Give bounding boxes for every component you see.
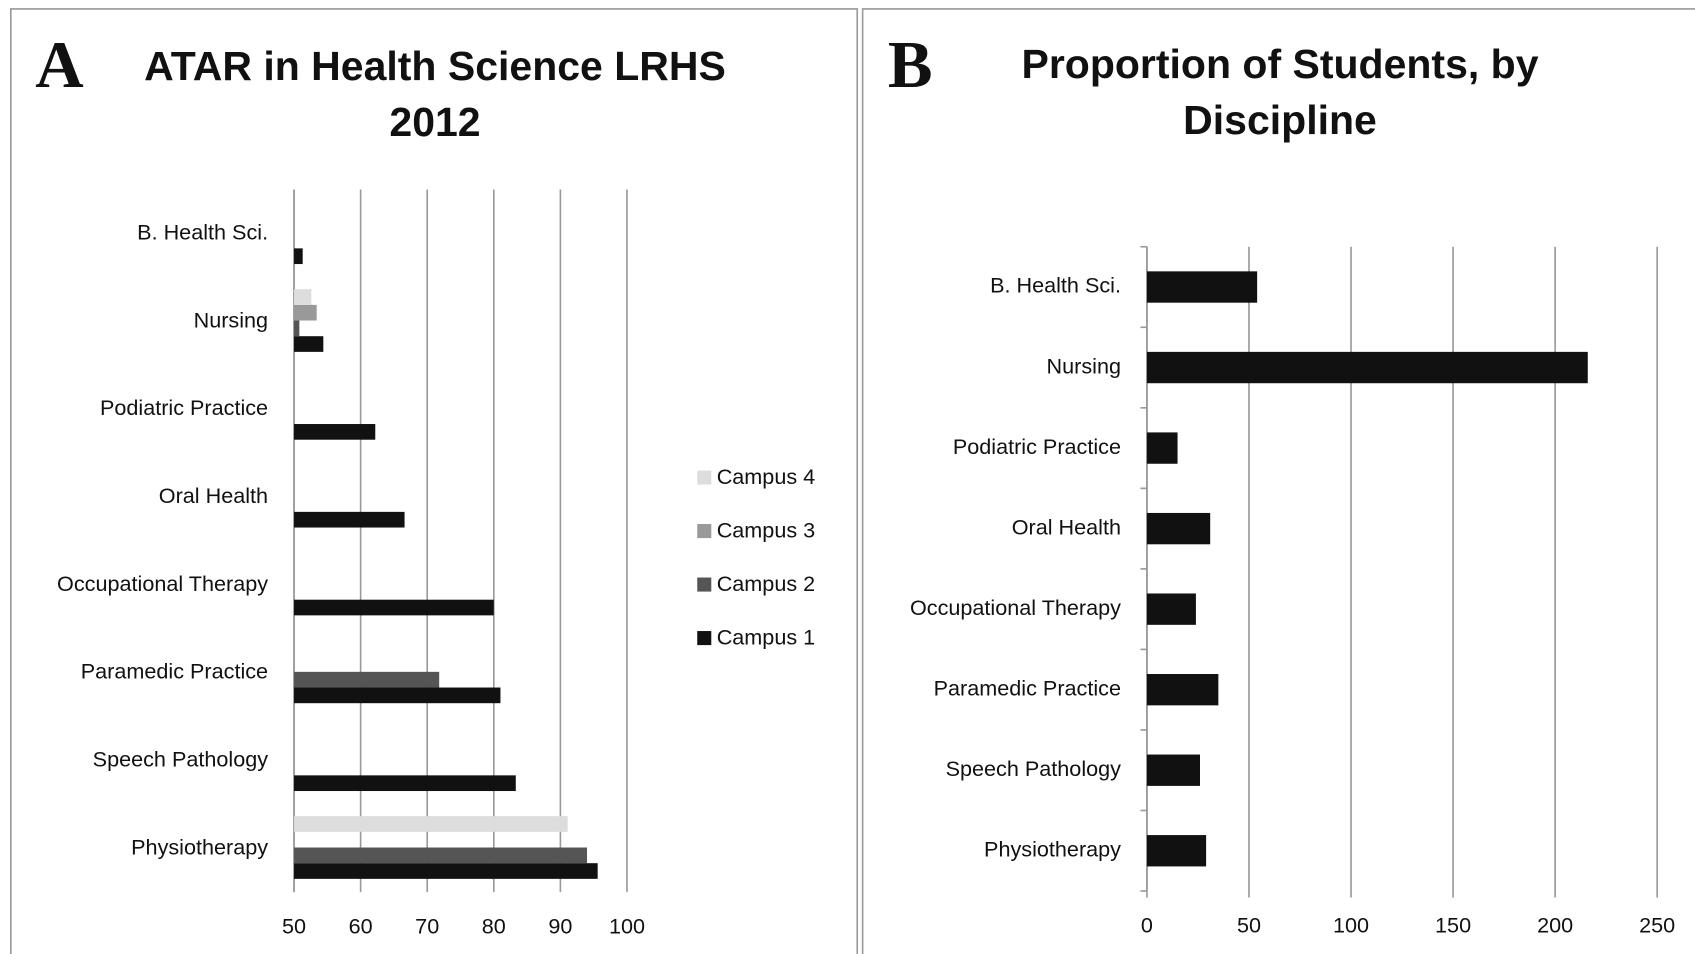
x-tick-label: 90 — [548, 913, 572, 938]
chart-title: ATAR in Health Science LRHS 2012 — [144, 43, 726, 145]
bar — [294, 336, 324, 352]
y-tick-label: Oral Health — [1012, 514, 1121, 539]
y-tick-label: Occupational Therapy — [57, 571, 268, 596]
x-tick-label: 250 — [1639, 912, 1675, 937]
y-tick-label: Speech Pathology — [93, 746, 269, 771]
x-tick-label: 100 — [609, 913, 645, 938]
x-tick-label: 70 — [415, 913, 439, 938]
panel-frame — [861, 8, 1695, 954]
y-tick-label: B. Health Sci. — [137, 219, 268, 244]
legend-label: Campus 2 — [717, 571, 815, 596]
y-tick-label: Paramedic Practice — [81, 659, 268, 684]
legend-label: Campus 4 — [717, 464, 815, 489]
x-tick-label: 200 — [1537, 912, 1573, 937]
bar — [294, 320, 300, 337]
chart-title: Proportion of Students, by Discipline — [1021, 41, 1539, 143]
legend-swatch — [697, 631, 712, 646]
bar — [294, 424, 376, 440]
y-tick-label: Nursing — [194, 307, 268, 332]
y-tick-label: Oral Health — [159, 483, 268, 508]
x-tick-label: 60 — [349, 913, 373, 938]
legend-swatch — [697, 577, 712, 592]
bar — [1146, 674, 1219, 706]
legend-swatch — [697, 470, 712, 485]
bar — [294, 671, 440, 688]
y-tick-label: Speech Pathology — [946, 756, 1122, 781]
legend-swatch — [697, 524, 712, 539]
bar — [1146, 835, 1207, 867]
bar — [294, 289, 312, 305]
bar — [294, 511, 405, 528]
y-tick-label: Nursing — [1047, 353, 1121, 378]
x-tick-label: 80 — [482, 913, 506, 938]
x-tick-label: 50 — [282, 913, 306, 938]
legend-label: Campus 3 — [717, 517, 815, 542]
panel-label: B — [888, 28, 933, 102]
bar — [294, 863, 598, 879]
y-tick-label: Podiatric Practice — [953, 434, 1121, 459]
y-tick-label: Physiotherapy — [131, 834, 268, 859]
bar — [294, 816, 568, 832]
bar — [1146, 432, 1178, 464]
bar — [1146, 271, 1258, 303]
bar — [294, 304, 317, 321]
panel-frame — [9, 8, 859, 954]
bar — [294, 599, 494, 616]
bar — [1146, 593, 1196, 625]
bar — [294, 775, 516, 792]
bar — [1146, 351, 1588, 384]
y-tick-label: Podiatric Practice — [100, 395, 268, 420]
x-tick-label: 100 — [1333, 912, 1369, 937]
y-tick-label: Paramedic Practice — [934, 675, 1121, 700]
bar — [1146, 754, 1200, 786]
bar — [294, 847, 588, 864]
x-tick-label: 50 — [1237, 912, 1261, 937]
y-tick-label: Occupational Therapy — [910, 595, 1121, 620]
legend-label: Campus 1 — [717, 624, 815, 649]
y-tick-label: B. Health Sci. — [990, 273, 1121, 298]
x-tick-label: 0 — [1141, 912, 1153, 937]
bar — [294, 248, 303, 265]
bar — [1146, 512, 1211, 545]
bar — [294, 687, 501, 704]
y-tick-label: Physiotherapy — [984, 836, 1121, 861]
panel-label: A — [35, 28, 83, 102]
x-tick-label: 150 — [1435, 912, 1471, 937]
